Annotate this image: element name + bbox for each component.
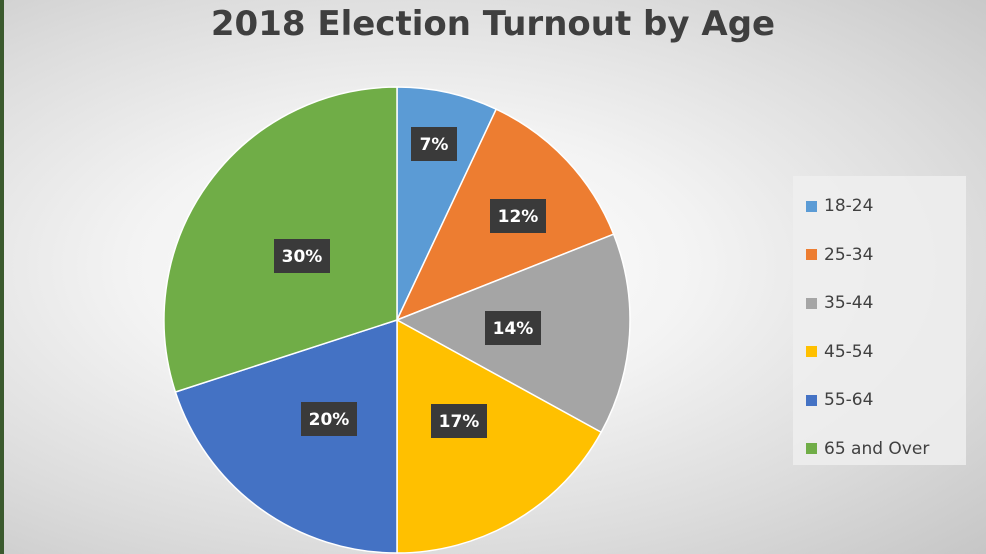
data-label-box — [431, 404, 487, 438]
data-label-text: 12% — [498, 207, 539, 227]
window-edge — [0, 0, 4, 554]
legend-item: 55-64 — [806, 376, 966, 425]
data-label-box — [490, 199, 546, 233]
legend-item: 65 and Over — [806, 425, 966, 474]
legend-item: 45-54 — [806, 328, 966, 377]
legend-label: 45-54 — [824, 341, 874, 362]
data-label: 12% — [490, 199, 546, 233]
data-label-text: 20% — [309, 410, 350, 430]
legend-swatch — [806, 249, 817, 261]
data-label: 20% — [301, 402, 357, 436]
legend: 18-24 25-34 35-44 45-54 55-64 65 and Over — [793, 176, 966, 465]
legend-label: 35-44 — [824, 293, 874, 314]
legend-swatch — [806, 394, 817, 406]
data-label-box — [411, 127, 457, 161]
data-label: 17% — [431, 404, 487, 438]
legend-swatch — [806, 297, 817, 309]
data-label: 14% — [485, 311, 541, 345]
data-label-box — [301, 402, 357, 436]
chart-title: 2018 Election Turnout by Age — [210, 4, 776, 44]
data-label: 7% — [411, 127, 457, 161]
pie-slice-45-54 — [396, 318, 603, 554]
data-label-text: 30% — [282, 247, 323, 267]
data-label-box — [274, 239, 330, 273]
legend-swatch — [806, 346, 817, 358]
legend-label: 65 and Over — [824, 438, 930, 459]
data-label: 30% — [274, 239, 330, 273]
legend-swatch — [806, 443, 817, 455]
legend-item: 25-34 — [806, 231, 966, 280]
legend-label: 25-34 — [824, 244, 874, 265]
legend-label: 18-24 — [824, 196, 874, 217]
data-label-text: 17% — [439, 412, 480, 432]
data-label-box — [485, 311, 541, 345]
pie-slice-55-64 — [174, 318, 398, 554]
legend-item: 18-24 — [806, 182, 966, 231]
data-label-text: 7% — [420, 135, 449, 155]
data-label-text: 14% — [493, 319, 534, 339]
legend-label: 55-64 — [824, 390, 874, 411]
legend-swatch — [806, 200, 817, 212]
legend-item: 35-44 — [806, 279, 966, 328]
